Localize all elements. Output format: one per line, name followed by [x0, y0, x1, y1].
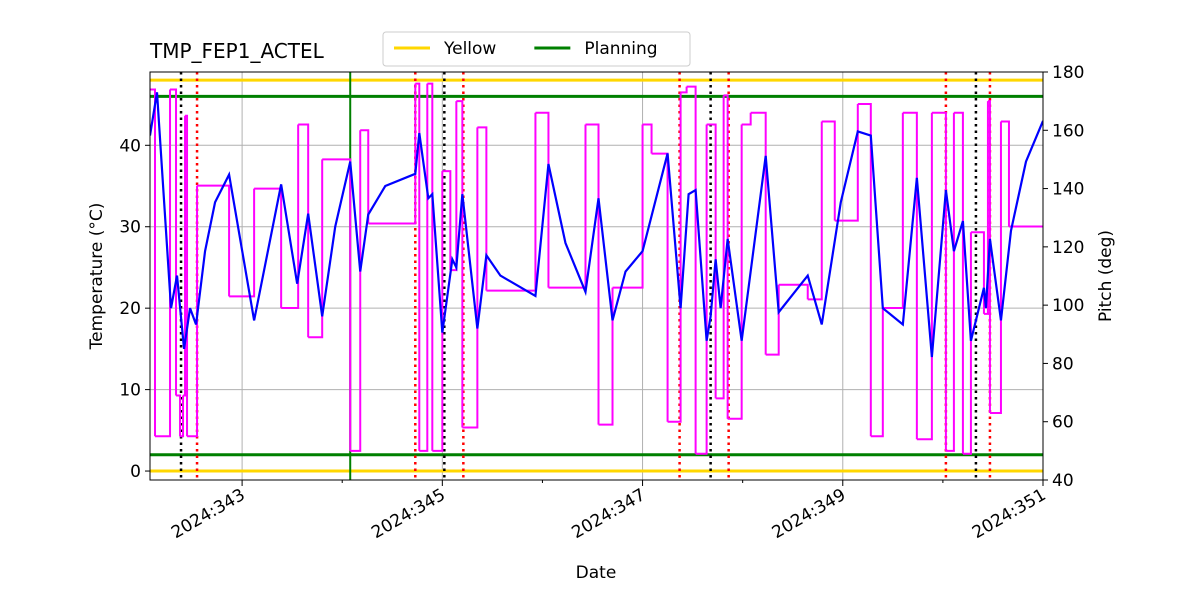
step-segment — [415, 82, 421, 451]
step-segment — [350, 130, 362, 452]
step-segment — [170, 88, 178, 396]
y2-tick-label: 120 — [1052, 238, 1084, 258]
step-segment — [857, 103, 872, 437]
step-segment — [807, 121, 823, 301]
step-segment — [916, 112, 933, 441]
plot-frame — [149, 71, 1044, 481]
plot — [150, 72, 1043, 480]
step-segment — [442, 170, 452, 271]
step-segment — [548, 124, 587, 289]
step-segment — [598, 287, 614, 426]
step-segment — [987, 100, 991, 413]
step-segment — [298, 123, 310, 338]
step-segment — [477, 126, 488, 291]
legend-label: Planning — [584, 39, 657, 59]
step-segment — [834, 104, 859, 222]
step-segment — [706, 123, 717, 399]
chart-title: TMP_FEP1_ACTEL — [149, 39, 325, 63]
step-segment — [462, 127, 479, 429]
y2-tick-label: 40 — [1052, 471, 1074, 491]
y2-tick-label: 160 — [1052, 121, 1084, 141]
step-segment — [953, 111, 964, 454]
step-segment — [585, 123, 600, 425]
y2-tick-label: 60 — [1052, 413, 1074, 433]
step-segment — [368, 83, 417, 225]
step-segment — [180, 395, 185, 438]
y2-tick-label: 180 — [1052, 63, 1084, 83]
step-segment — [821, 120, 836, 221]
y2-tick-label: 80 — [1052, 354, 1074, 374]
step-segment — [150, 88, 157, 437]
step-segment — [419, 83, 429, 452]
x-axis-label: Date — [576, 563, 617, 583]
y-axis-label: Temperature (°C) — [87, 203, 107, 351]
y2-tick-label: 100 — [1052, 296, 1084, 316]
step-segment — [432, 171, 444, 452]
step-segment — [642, 123, 653, 154]
y-tick-label: 40 — [119, 136, 141, 156]
x-tick-label: 2024:345 — [368, 485, 449, 543]
step-segment — [727, 124, 743, 420]
x-tick-label: 2024:351 — [969, 485, 1050, 543]
step-segment — [308, 159, 324, 339]
step-segment — [870, 308, 884, 438]
step-segment — [281, 124, 300, 310]
step-segment — [680, 86, 688, 94]
step-segment — [970, 231, 985, 314]
step-segment — [183, 115, 187, 397]
step-segment — [155, 89, 172, 438]
step-segment — [686, 85, 697, 454]
step-segment — [931, 111, 947, 451]
step-segment — [360, 129, 370, 224]
step-segment — [456, 100, 464, 428]
step-segment — [715, 95, 725, 400]
y-tick-label: 0 — [130, 462, 141, 482]
step-segment — [778, 283, 809, 300]
step-segment — [450, 101, 458, 272]
step-segment — [945, 112, 955, 452]
step-segment — [229, 188, 256, 298]
step-segment — [989, 121, 1002, 414]
x-tick-label: 2024:347 — [569, 485, 650, 543]
step-segment — [1000, 120, 1010, 227]
step-segment — [176, 394, 182, 437]
temperature-line — [150, 92, 1043, 358]
y2-tick-label: 140 — [1052, 180, 1084, 200]
legend-label: Yellow — [443, 39, 496, 59]
step-segment — [427, 82, 434, 451]
step-segment — [750, 111, 767, 355]
step-segment — [983, 101, 989, 315]
step-segment — [187, 185, 199, 438]
step-segment — [535, 111, 550, 288]
y-tick-label: 10 — [119, 381, 141, 401]
step-segment — [695, 124, 708, 455]
step-segment — [882, 112, 904, 310]
step-segment — [962, 232, 972, 455]
step-segment — [651, 152, 669, 422]
step-segment — [197, 184, 231, 297]
x-tick-label: 2024:349 — [769, 485, 850, 543]
step-segment — [667, 92, 682, 423]
step-segment — [902, 111, 918, 440]
y-tick-label: 30 — [119, 218, 141, 238]
step-segment — [723, 94, 729, 419]
step-segment — [612, 124, 644, 289]
y-tick-label: 20 — [119, 299, 141, 319]
step-segment — [322, 158, 352, 451]
x-tick-label: 2024:343 — [168, 485, 249, 543]
step-segment — [486, 112, 537, 292]
y2-axis-label: Pitch (deg) — [1096, 230, 1116, 322]
step-segment — [741, 112, 752, 126]
